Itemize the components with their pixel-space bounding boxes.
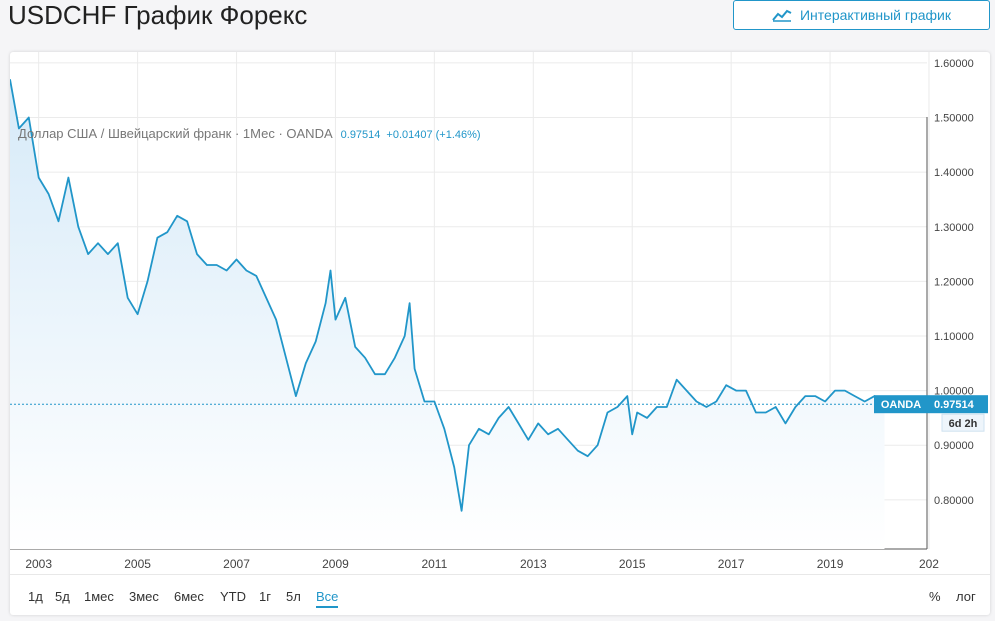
x-tick-label: 2015 <box>619 557 646 571</box>
price-area <box>10 79 885 550</box>
x-tick-label: 2007 <box>223 557 250 571</box>
y-tick-label: 1.30000 <box>934 222 974 234</box>
x-tick-label: 2005 <box>124 557 151 571</box>
header-change: +0.01407 (+1.46%) <box>386 129 480 141</box>
price-line <box>10 79 886 512</box>
y-tick-label: 0.80000 <box>934 495 974 507</box>
range-button-1[interactable]: 5д <box>55 589 70 604</box>
x-tick-label: 2009 <box>322 557 349 571</box>
range-button-6[interactable]: 1г <box>259 589 271 604</box>
price-chart[interactable]: 1.60000 1.50000 1.40000 1.30000 1.20000 1.100… <box>10 52 990 574</box>
range-button-2[interactable]: 1мес <box>84 589 114 604</box>
y-tick-label: 1.10000 <box>934 331 974 343</box>
range-button-0[interactable]: 1д <box>28 589 43 604</box>
x-tick-label: 2017 <box>718 557 745 571</box>
y-tick-label: 1.00000 <box>934 386 974 398</box>
chart-card: 1.60000 1.50000 1.40000 1.30000 1.20000 1.100… <box>10 52 990 615</box>
y-tick-label: 0.90000 <box>934 440 974 452</box>
range-button-3[interactable]: 3мес <box>129 589 159 604</box>
x-tick-label: 2003 <box>25 557 52 571</box>
page-title: USDCHF График Форекс <box>8 0 308 30</box>
x-tick-label: 202 <box>919 557 939 571</box>
price-tag-value: 0.97514 <box>934 399 975 411</box>
price-tag-source-bg <box>874 395 928 414</box>
x-tick-label: 2011 <box>421 557 447 571</box>
chart-line-icon <box>772 9 792 22</box>
symbol-description: Доллар США / Швейцарский франк · 1Мес · … <box>18 126 333 141</box>
countdown-label: 6d 2h <box>949 418 978 430</box>
interactive-chart-button[interactable]: Интерактивный график <box>733 0 990 30</box>
price-tag-source: OANDA <box>881 399 921 411</box>
log-scale-button[interactable]: лог <box>956 589 976 604</box>
y-tick-label: 1.20000 <box>934 276 974 288</box>
percent-scale-button[interactable]: % <box>929 589 941 604</box>
range-button-4[interactable]: 6мес <box>174 589 204 604</box>
range-button-7[interactable]: 5л <box>286 589 301 604</box>
interactive-chart-label: Интерактивный график <box>799 7 951 23</box>
range-button-8[interactable]: Все <box>316 589 339 608</box>
y-tick-label: 1.40000 <box>934 167 974 179</box>
countdown-bg <box>941 413 985 432</box>
x-tick-label: 2019 <box>817 557 844 571</box>
header-last-price: 0.97514 <box>341 129 381 141</box>
y-tick-label: 1.60000 <box>934 58 974 70</box>
x-tick-label: 2013 <box>520 557 547 571</box>
range-button-5[interactable]: YTD <box>220 589 246 604</box>
range-toolbar: 1д 5д 1мес 3мес 6мес YTD 1г 5л Все% лог <box>10 574 990 615</box>
price-tag-value-bg <box>928 395 988 414</box>
y-tick-label: 1.50000 <box>934 113 974 125</box>
